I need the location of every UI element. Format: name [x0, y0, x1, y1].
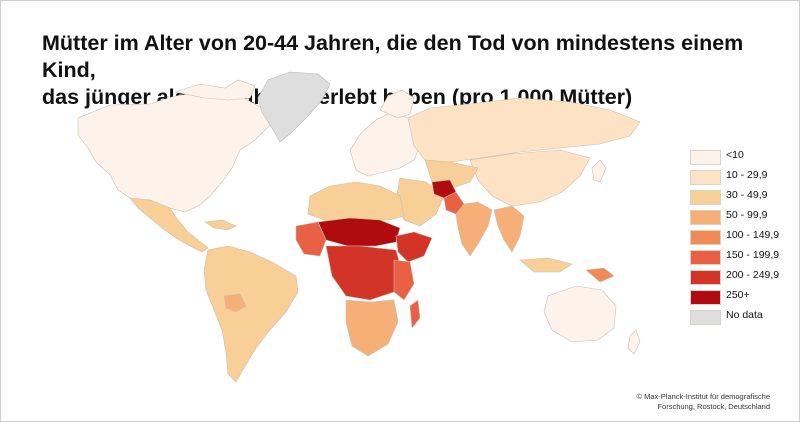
legend-item-200-249: 200 - 249,9 [690, 267, 790, 287]
legend-swatch [690, 290, 721, 305]
legend-swatch [690, 250, 721, 265]
legend-label: 30 - 49,9 [726, 189, 768, 201]
region-china [469, 149, 591, 207]
region-africa-west [295, 221, 327, 257]
legend-swatch [690, 270, 721, 285]
legend-label: 10 - 29,9 [726, 169, 768, 181]
region-india [455, 201, 493, 257]
legend-label: 50 - 99,9 [726, 209, 768, 221]
legend-swatch [690, 230, 721, 245]
legend-item-lt10: <10 [690, 147, 790, 167]
region-caribbean [204, 219, 237, 231]
legend-swatch [690, 210, 721, 225]
legend-label: No data [726, 309, 763, 321]
region-new-zealand [627, 329, 641, 355]
legend-label: <10 [726, 149, 744, 161]
region-australia [543, 285, 617, 343]
legend-item-50-99: 50 - 99,9 [690, 207, 790, 227]
legend-swatch [690, 190, 721, 205]
region-africa-sahel [317, 217, 401, 247]
legend-item-100-149: 100 - 149,9 [690, 227, 790, 247]
legend-label: 100 - 149,9 [726, 229, 780, 241]
region-south-america [203, 245, 299, 383]
credit-line-2: Forschung, Rostock, Deutschland [657, 401, 770, 411]
region-africa-north [307, 181, 405, 223]
region-africa-central [325, 245, 403, 301]
region-africa-south [345, 299, 399, 357]
region-madagascar [409, 299, 421, 329]
region-canadian-arctic [173, 79, 256, 101]
region-africa-east [393, 259, 415, 301]
region-papua [585, 267, 615, 283]
region-horn-of-africa [395, 231, 433, 263]
region-indonesia [519, 257, 573, 273]
legend-item-30-49: 30 - 49,9 [690, 187, 790, 207]
legend-item-250-plus: 250+ [690, 287, 790, 307]
legend-label: 150 - 199,9 [726, 249, 780, 261]
title-line-1: Mütter im Alter von 20-44 Jahren, die de… [42, 31, 744, 82]
legend-swatch [690, 150, 721, 165]
region-north-america [77, 91, 271, 213]
copyright-credit: © Max-Planck-Institut für demografische … [600, 392, 771, 411]
legend-label: 200 - 249,9 [726, 269, 780, 281]
region-russia [407, 97, 641, 163]
credit-line-1: © Max-Planck-Institut für demografische [636, 392, 771, 401]
legend-item-150-199: 150 - 199,9 [690, 247, 790, 267]
map-legend: <10 10 - 29,9 30 - 49,9 50 - 99,9 100 - … [690, 147, 790, 327]
legend-item-no-data: No data [690, 307, 790, 327]
legend-swatch [690, 310, 721, 325]
region-mexico [129, 197, 209, 253]
region-bolivia [223, 293, 247, 313]
legend-item-10-29: 10 - 29,9 [690, 167, 790, 187]
region-japan [591, 159, 607, 183]
region-scandinavia [379, 89, 415, 119]
legend-label: 250+ [726, 289, 750, 301]
region-southeast-asia [493, 205, 525, 253]
legend-swatch [690, 170, 721, 185]
region-greenland [257, 71, 331, 143]
